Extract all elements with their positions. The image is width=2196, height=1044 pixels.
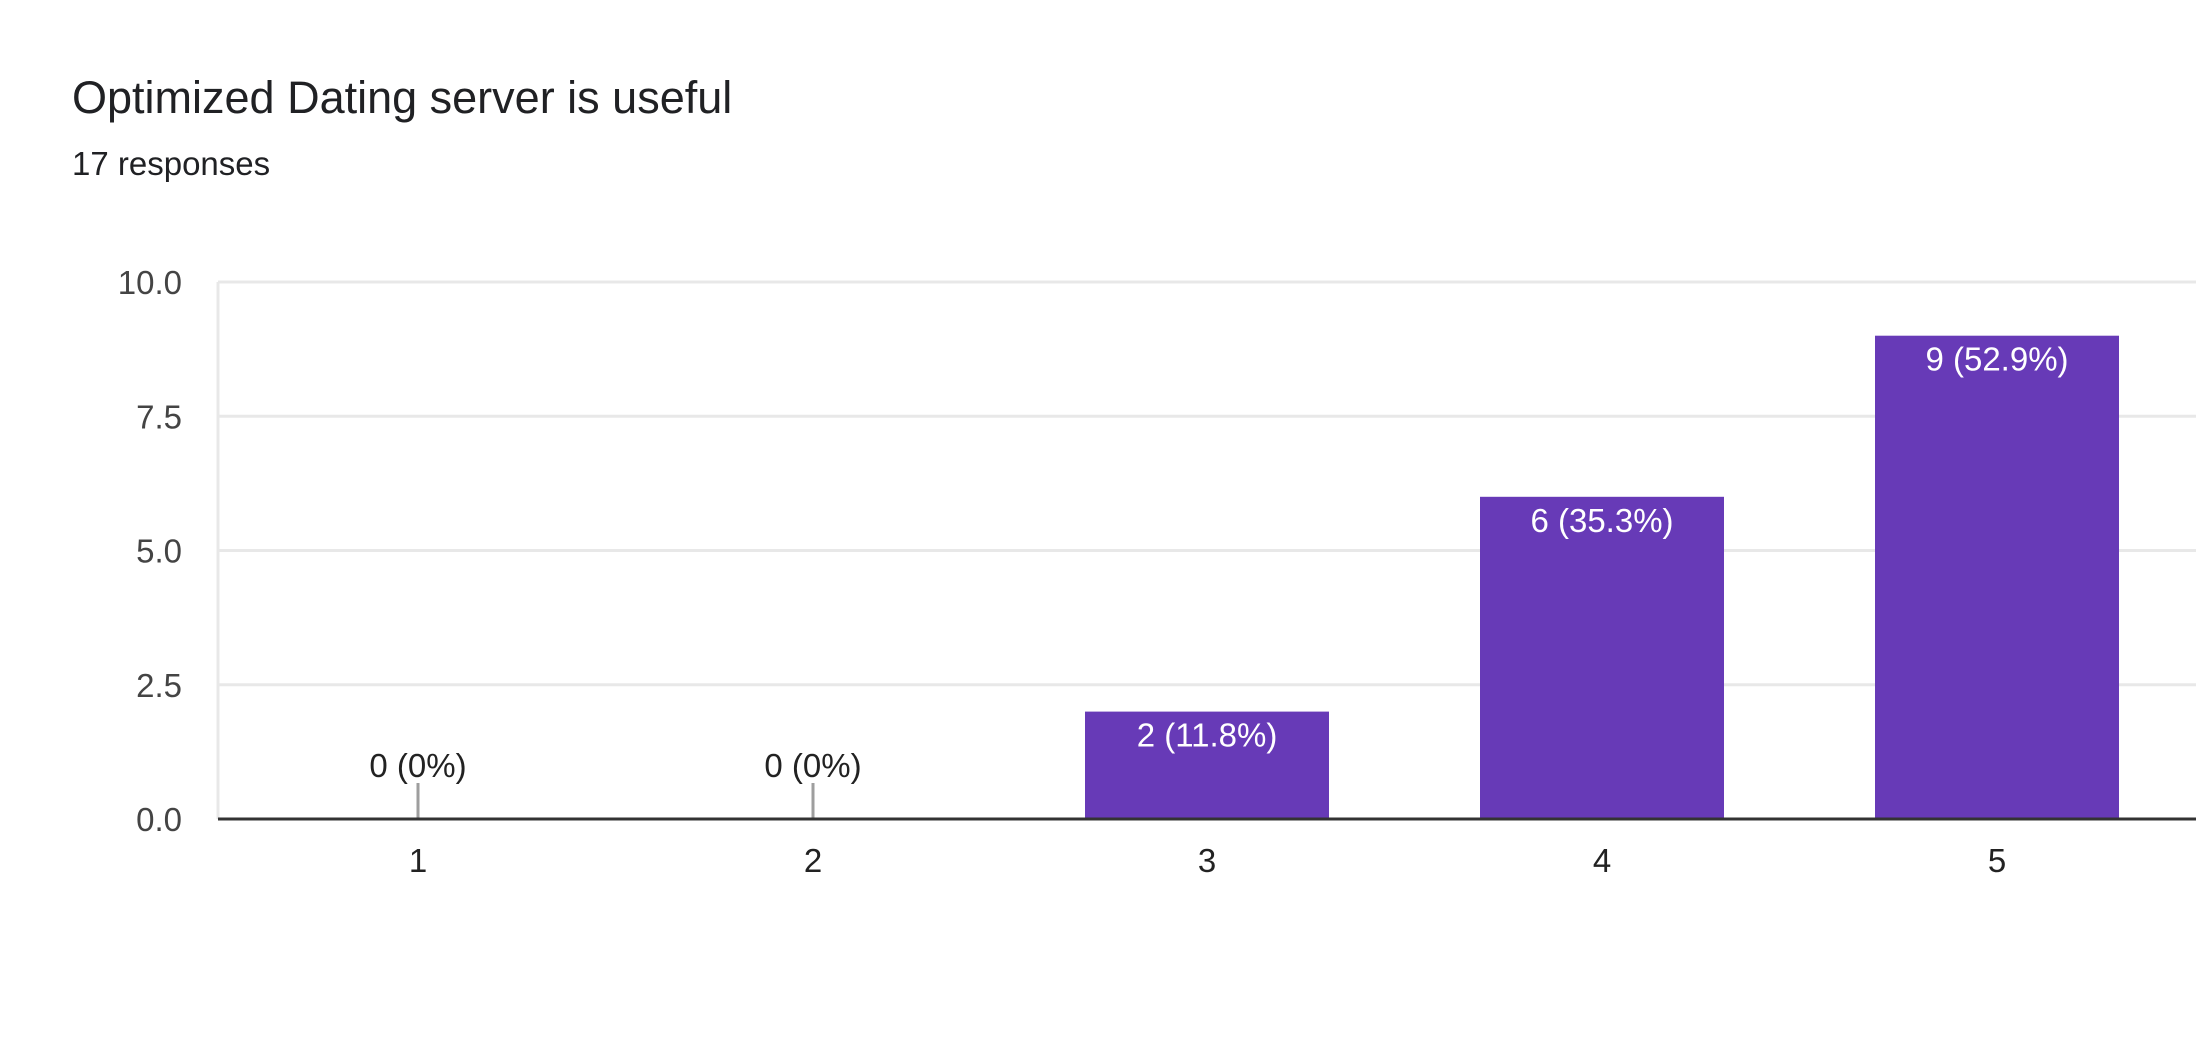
y-tick-label: 0.0 [136, 801, 182, 838]
x-tick-label: 4 [1593, 842, 1611, 879]
bar-data-label: 0 (0%) [369, 747, 466, 784]
y-tick-label: 10.0 [118, 264, 182, 301]
bar-data-label: 9 (52.9%) [1925, 341, 2068, 378]
bar-data-label: 2 (11.8%) [1137, 717, 1278, 754]
x-tick-label: 1 [409, 842, 427, 879]
x-tick-label: 3 [1198, 842, 1216, 879]
x-tick-label: 5 [1988, 842, 2006, 879]
y-tick-label: 7.5 [136, 398, 182, 435]
chart-title: Optimized Dating server is useful [72, 72, 733, 123]
response-count: 17 responses [72, 145, 271, 182]
x-tick-label: 2 [804, 842, 822, 879]
bar-data-label: 6 (35.3%) [1530, 502, 1673, 539]
bar-data-label: 0 (0%) [764, 747, 861, 784]
bar-4 [1480, 496, 1724, 819]
bar-5 [1875, 335, 2119, 819]
y-tick-label: 5.0 [136, 533, 182, 570]
bar-3 [1085, 711, 1329, 819]
y-tick-label: 2.5 [136, 667, 182, 704]
